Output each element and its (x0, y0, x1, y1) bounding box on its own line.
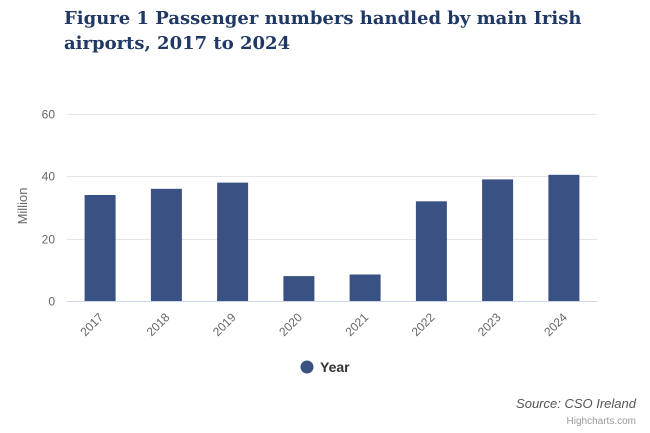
y-tick-label: 40 (42, 170, 56, 184)
bar-2020[interactable] (283, 276, 315, 301)
x-tick-label: 2021 (342, 310, 371, 339)
legend-marker-icon (300, 360, 314, 374)
bar-2024[interactable] (548, 174, 580, 301)
bar-2017[interactable] (84, 195, 116, 301)
chart-title: Figure 1 Passenger numbers handled by ma… (64, 8, 582, 54)
bar-2021[interactable] (349, 274, 381, 302)
y-tick-label: 20 (42, 233, 56, 247)
x-tick-label: 2024 (541, 310, 570, 339)
y-axis-ticks: 0 20 40 60 (42, 108, 56, 309)
x-axis-ticks: 2017 2018 2019 2020 2021 2022 2023 2024 (77, 310, 570, 339)
legend-label: Year (320, 359, 350, 375)
bar-2018[interactable] (150, 188, 182, 301)
bar-2022[interactable] (415, 201, 447, 301)
x-tick-label: 2017 (77, 310, 106, 339)
x-tick-label: 2022 (409, 310, 438, 339)
credits-link[interactable]: Highcharts.com (566, 416, 636, 427)
legend[interactable]: Year (300, 359, 351, 375)
x-tick-label: 2019 (210, 310, 239, 339)
y-tick-label: 0 (48, 295, 55, 309)
x-tick-label: 2023 (475, 310, 504, 339)
bar-2019[interactable] (217, 182, 249, 301)
y-tick-label: 60 (42, 108, 56, 122)
x-tick-label: 2020 (276, 310, 305, 339)
source-note: Source: CSO Ireland (516, 396, 636, 411)
y-axis-title: Million (15, 188, 30, 225)
gridlines (67, 114, 597, 302)
bar-series (84, 174, 580, 302)
x-tick-label: 2018 (144, 310, 173, 339)
bar-2023[interactable] (482, 179, 514, 301)
